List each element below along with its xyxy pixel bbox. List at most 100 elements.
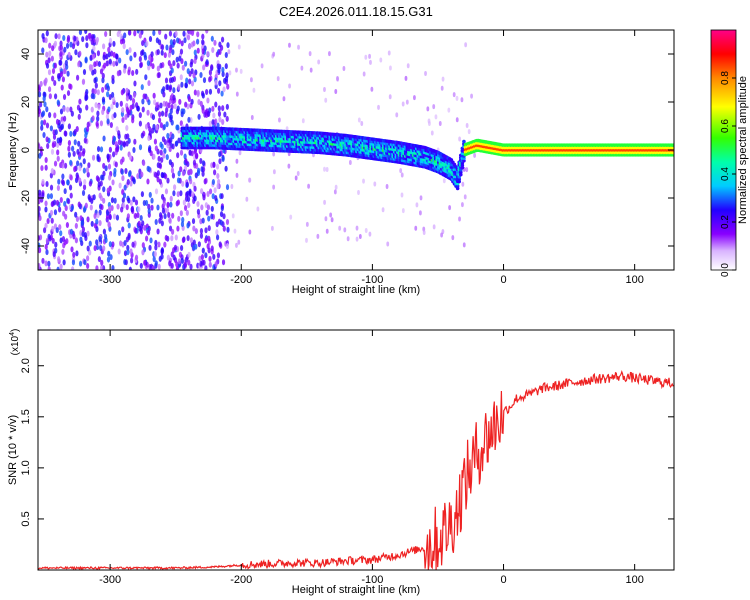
- heatmap-cell: [386, 241, 390, 247]
- heatmap-cell: [197, 241, 201, 248]
- heatmap-cell: [148, 244, 152, 251]
- heatmap-cell: [164, 33, 168, 40]
- heatmap-cell: [120, 168, 124, 175]
- heatmap-cell: [79, 236, 83, 243]
- heatmap-cell: [218, 151, 222, 158]
- heatmap-cell: [163, 147, 167, 154]
- heatmap-cell: [38, 108, 42, 115]
- heatmap-cell: [208, 69, 213, 76]
- heatmap-cell: [201, 48, 205, 55]
- heatmap-cell: [70, 246, 74, 253]
- heatmap-cell: [86, 245, 90, 252]
- heatmap-cell: [47, 86, 52, 93]
- heatmap-cell: [141, 220, 145, 227]
- heatmap-cell: [176, 177, 181, 184]
- heatmap-cell: [211, 193, 215, 200]
- heatmap-cell: [179, 244, 184, 251]
- heatmap-cell: [108, 37, 113, 44]
- heatmap-cell: [111, 74, 115, 81]
- heatmap-cell: [188, 188, 192, 195]
- heatmap-cell: [114, 141, 118, 148]
- heatmap-cell: [140, 171, 144, 178]
- heatmap-cell: [74, 237, 78, 244]
- heatmap-cell: [225, 72, 229, 79]
- heatmap-cell: [93, 61, 97, 68]
- heatmap-cell: [186, 34, 191, 41]
- heatmap-cell: [221, 259, 226, 266]
- heatmap-cell: [155, 37, 159, 44]
- heatmap-cell: [165, 121, 169, 128]
- heatmap-cell: [389, 65, 392, 71]
- heatmap-cell: [83, 259, 87, 266]
- heatmap-cell: [85, 35, 89, 42]
- heatmap-cell: [208, 88, 213, 95]
- heatmap-cell: [67, 145, 71, 152]
- heatmap-cell: [211, 178, 215, 185]
- heatmap-cell: [58, 162, 63, 169]
- heatmap-cell: [113, 167, 117, 174]
- heatmap-cell: [223, 77, 227, 84]
- heatmap-cell: [44, 157, 48, 164]
- heatmap-cell: [158, 162, 162, 169]
- heatmap-cell: [317, 59, 321, 65]
- heatmap-cell: [147, 208, 151, 215]
- heatmap-cell: [171, 172, 176, 179]
- heatmap-cell: [206, 204, 211, 211]
- heatmap-cell: [188, 30, 192, 35]
- heatmap-cell: [190, 80, 195, 87]
- heatmap-cell: [96, 155, 100, 162]
- heatmap-cell: [205, 209, 209, 216]
- heatmap-cell: [150, 51, 154, 58]
- heatmap-cell: [66, 106, 70, 113]
- heatmap-cell: [48, 93, 52, 100]
- heatmap-cell: [168, 146, 172, 153]
- heatmap-cell: [122, 192, 127, 199]
- heatmap-cell: [177, 215, 181, 222]
- heatmap-cell: [97, 256, 101, 263]
- heatmap-cell: [111, 264, 115, 270]
- heatmap-cell: [272, 151, 276, 157]
- heatmap-cell: [128, 266, 132, 270]
- heatmap-cell: [215, 163, 220, 170]
- heatmap-cell: [56, 99, 60, 106]
- heatmap-cell: [368, 231, 372, 237]
- heatmap-cell: [112, 51, 116, 58]
- heatmap-cell: [225, 115, 229, 122]
- heatmap-cell: [56, 155, 60, 162]
- heatmap-cell: [157, 263, 161, 270]
- heatmap-cell: [47, 69, 52, 76]
- heatmap-cell: [127, 222, 131, 229]
- heatmap-cell: [147, 99, 151, 106]
- heatmap-cell: [213, 39, 217, 46]
- heatmap-cell: [87, 194, 91, 201]
- heatmap-cell: [324, 97, 328, 103]
- heatmap-cell: [93, 68, 97, 75]
- heatmap-cell: [74, 222, 78, 229]
- heatmap-cell: [101, 96, 106, 103]
- heatmap-cell: [121, 197, 125, 204]
- heatmap-cell: [102, 135, 106, 142]
- heatmap-cell: [399, 168, 403, 174]
- heatmap-cell: [71, 259, 76, 266]
- y-tick-label: 40: [20, 48, 32, 60]
- heatmap-cell: [415, 202, 419, 208]
- heatmap-cell: [42, 131, 46, 138]
- heatmap-cell: [117, 139, 122, 146]
- heatmap-cell: [102, 245, 106, 252]
- heatmap-cell: [101, 77, 105, 84]
- heatmap-cell: [105, 53, 109, 60]
- heatmap-cell: [79, 145, 83, 152]
- heatmap-cell: [188, 149, 192, 156]
- heatmap-cell: [225, 103, 229, 110]
- heatmap-cell: [107, 250, 111, 257]
- snr-series-line: [38, 369, 674, 570]
- heatmap-cell: [179, 48, 184, 55]
- heatmap-cell: [97, 104, 101, 111]
- heatmap-cell: [53, 62, 57, 69]
- heatmap-cell: [111, 241, 115, 248]
- exponent-power: 4: [9, 332, 16, 336]
- heatmap-cell: [355, 236, 359, 242]
- heatmap-cell: [41, 192, 45, 199]
- x-tick-label: -200: [230, 274, 252, 286]
- heatmap-cell: [213, 169, 217, 176]
